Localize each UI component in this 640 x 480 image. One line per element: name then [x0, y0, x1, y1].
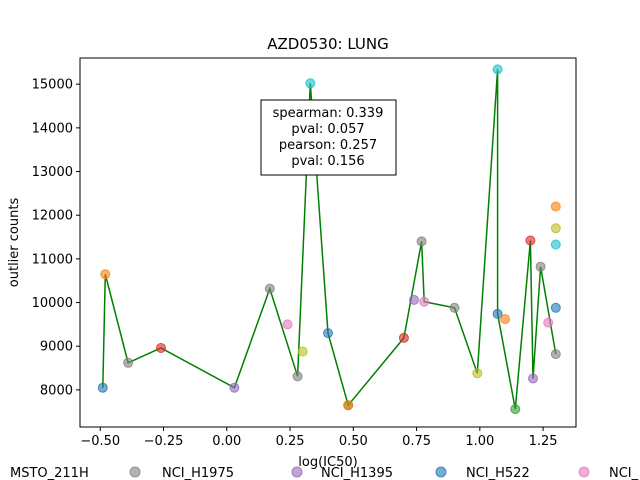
data-point-22 [510, 404, 521, 415]
series-line-layer [102, 69, 557, 410]
y-axis-label: outlier counts [7, 198, 22, 288]
legend-label: NCI_ [609, 466, 639, 480]
data-point-12 [343, 400, 354, 411]
data-point-8 [297, 346, 308, 357]
stats-line-3: pval: 0.156 [291, 154, 364, 169]
x-tick-label: 0.75 [402, 434, 431, 449]
stats-line-2: pearson: 0.257 [279, 138, 377, 153]
data-point-27 [550, 349, 561, 360]
x-axis-label: log(IC50) [298, 455, 357, 470]
points-layer [97, 64, 561, 415]
stats-line-0: spearman: 0.339 [273, 106, 384, 121]
plot-frame [79, 57, 577, 428]
legend-label: NCI_H522 [466, 466, 530, 480]
data-point-23 [525, 235, 536, 246]
legend-marker [578, 466, 590, 478]
y-tick-label: 14000 [32, 121, 73, 136]
data-point-17 [449, 302, 460, 313]
x-tick-label: 0.00 [212, 434, 241, 449]
chart-title: AZD0530: LUNG [267, 35, 389, 53]
x-tick-label: −0.50 [80, 434, 120, 449]
x-tick-label: 1.25 [529, 434, 558, 449]
legend-marker [291, 466, 303, 478]
data-point-29 [550, 201, 561, 212]
y-tick-label: 12000 [32, 209, 73, 224]
x-tick-label: 0.25 [276, 434, 305, 449]
data-point-15 [416, 236, 427, 247]
x-tick-label: 1.00 [465, 434, 494, 449]
data-point-28 [550, 223, 561, 234]
data-point-4 [229, 382, 240, 393]
data-point-16 [419, 296, 430, 307]
y-tick-label: 11000 [32, 252, 73, 267]
legend-label: NCI_H1975 [162, 466, 234, 480]
data-point-18 [472, 368, 483, 379]
data-point-25 [535, 261, 546, 272]
x-axis: −0.50 −0.25 0.00 0.25 0.50 0.75 1.00 1.25 [80, 427, 558, 449]
data-point-30 [550, 239, 561, 250]
legend-marker [435, 466, 447, 478]
series-line [102, 69, 557, 410]
data-point-13 [398, 332, 409, 343]
data-point-24 [528, 373, 538, 384]
data-point-20 [492, 308, 503, 319]
legend-label: MSTO_211H [10, 466, 89, 480]
y-tick-label: 10000 [32, 296, 73, 311]
y-axis: 8000 9000 10000 11000 12000 13000 14000 15000 [32, 78, 80, 398]
stats-box-frame [260, 99, 397, 176]
stats-line-1: pval: 0.057 [291, 122, 364, 137]
legend-label: NCI_H1395 [321, 466, 393, 480]
data-point-7 [292, 371, 303, 382]
data-point-9 [305, 78, 316, 89]
y-tick-label: 9000 [40, 340, 73, 355]
x-tick-label: 0.50 [339, 434, 368, 449]
y-tick-label: 13000 [32, 165, 73, 180]
data-point-31 [550, 302, 561, 313]
data-point-5 [264, 283, 275, 294]
legend-marker [129, 466, 141, 478]
data-point-26 [543, 317, 554, 328]
legend: MSTO_211H NCI_H1975 NCI_H1395 NCI_H522 NCI_ [10, 466, 639, 480]
data-point-0 [97, 382, 108, 393]
data-point-3 [156, 343, 166, 353]
y-tick-label: 8000 [40, 383, 73, 398]
data-point-6 [282, 319, 293, 330]
data-point-21 [500, 314, 511, 325]
data-point-19 [492, 64, 503, 75]
data-point-2 [123, 357, 134, 368]
data-point-10 [323, 328, 333, 339]
y-tick-label: 15000 [32, 78, 73, 93]
data-point-14 [409, 294, 419, 305]
data-point-1 [100, 269, 111, 280]
x-tick-label: −0.25 [144, 434, 184, 449]
